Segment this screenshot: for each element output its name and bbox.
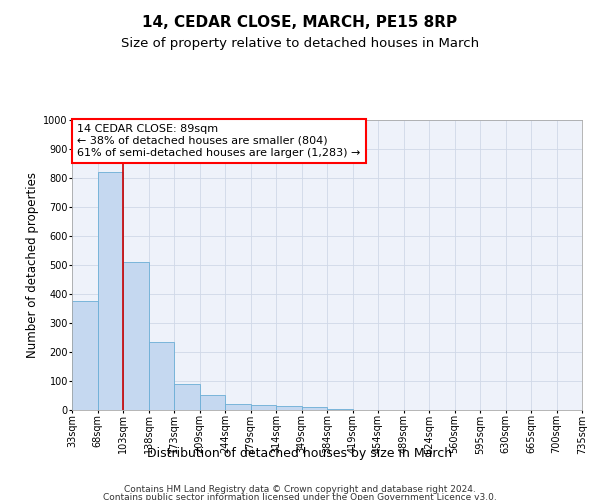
Bar: [276, 406, 302, 410]
Bar: [302, 407, 327, 410]
Text: Contains HM Land Registry data © Crown copyright and database right 2024.: Contains HM Land Registry data © Crown c…: [124, 485, 476, 494]
Text: Contains public sector information licensed under the Open Government Licence v3: Contains public sector information licen…: [103, 492, 497, 500]
Text: 14, CEDAR CLOSE, MARCH, PE15 8RP: 14, CEDAR CLOSE, MARCH, PE15 8RP: [142, 15, 458, 30]
Text: Distribution of detached houses by size in March: Distribution of detached houses by size …: [148, 448, 452, 460]
Y-axis label: Number of detached properties: Number of detached properties: [26, 172, 39, 358]
Text: 14 CEDAR CLOSE: 89sqm
← 38% of detached houses are smaller (804)
61% of semi-det: 14 CEDAR CLOSE: 89sqm ← 38% of detached …: [77, 124, 361, 158]
Bar: [72, 301, 97, 410]
Bar: [174, 384, 199, 410]
Bar: [97, 172, 123, 410]
Bar: [251, 405, 276, 410]
Bar: [149, 342, 174, 410]
Bar: [199, 395, 225, 410]
Bar: [123, 262, 149, 410]
Bar: [225, 404, 251, 410]
Text: Size of property relative to detached houses in March: Size of property relative to detached ho…: [121, 38, 479, 51]
